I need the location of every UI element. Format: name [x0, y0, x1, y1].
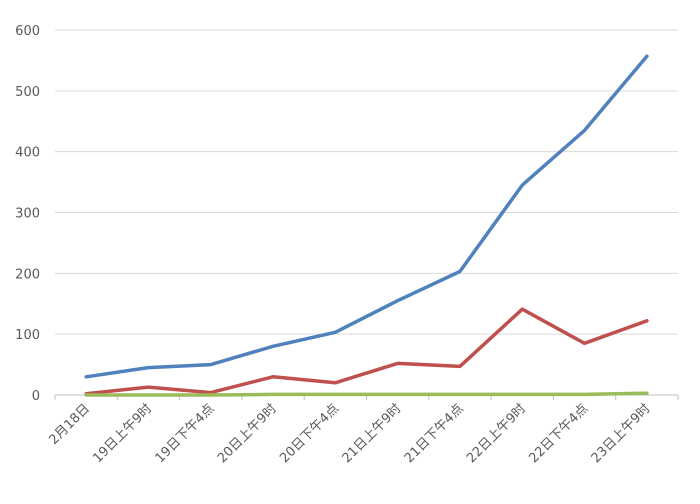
- x-tick-labels: 2月18日19日上午9时19日下午4点20日上午9时20日下午4点21日上午9时…: [46, 401, 653, 466]
- y-tick-labels: 0 100 200 300 400 500 600: [15, 24, 40, 404]
- x-tick-label: 22日上午9时: [464, 401, 529, 466]
- gridlines: [55, 29, 678, 335]
- y-tick-label: 300: [15, 207, 40, 222]
- y-tick-label: 400: [15, 146, 40, 161]
- series-line-1: [84, 54, 649, 379]
- y-tick-label: 600: [15, 24, 40, 39]
- series-line-2: [84, 307, 649, 396]
- x-tick-label: 22日下午4点: [526, 401, 591, 466]
- x-tick-label: 21日上午9时: [340, 401, 405, 466]
- y-tick-label: 500: [15, 85, 40, 100]
- x-tick-label: 2月18日: [46, 401, 93, 448]
- series-lines: [84, 54, 649, 397]
- x-tick-label: 20日下午4点: [277, 401, 342, 466]
- y-tick-label: 0: [32, 389, 40, 404]
- y-tick-label: 100: [15, 328, 40, 343]
- x-tick-label: 21日下午4点: [402, 401, 467, 466]
- x-tick-label: 19日下午4点: [153, 401, 218, 466]
- x-tick-label: 23日上午9时: [589, 401, 654, 466]
- x-tick-label: 19日上午9时: [90, 401, 155, 466]
- series-line-3: [84, 391, 649, 397]
- y-tick-label: 200: [15, 267, 40, 282]
- x-tick-label: 20日上午9时: [215, 401, 280, 466]
